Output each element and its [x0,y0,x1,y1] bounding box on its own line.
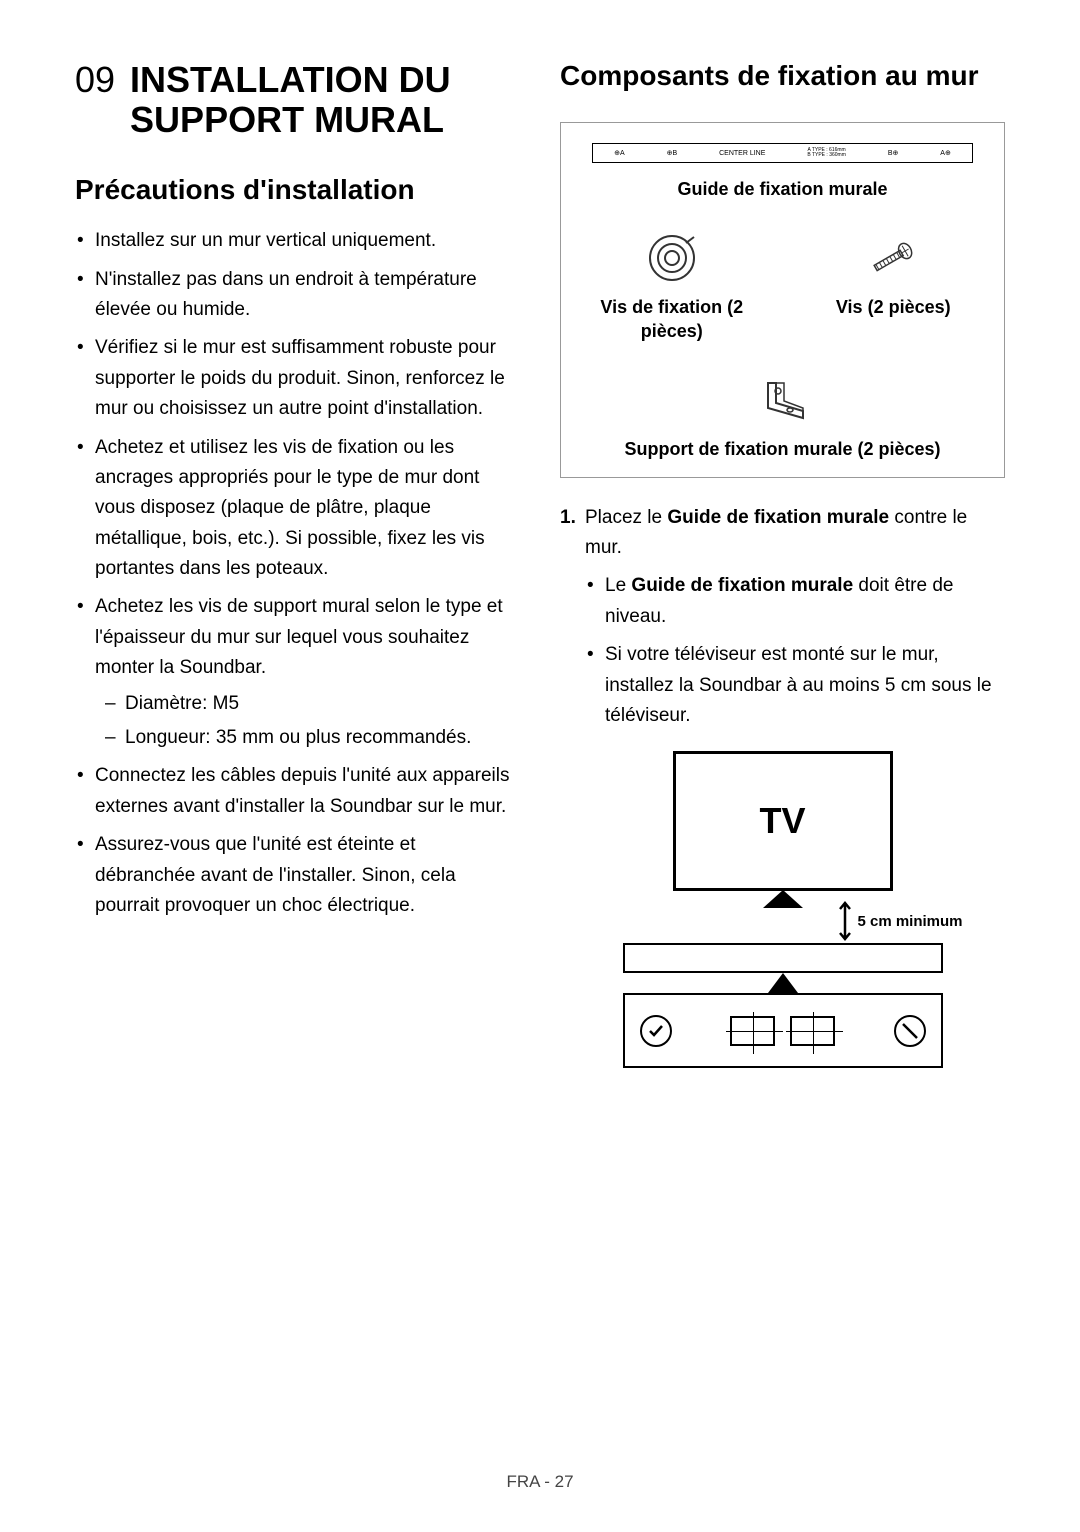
guide-strip-icon: ⊕A ⊕B CENTER LINE A TYPE : 616mmB TYPE :… [592,143,973,163]
page-number: FRA - 27 [0,1472,1080,1492]
soundbar-guide [623,943,943,973]
bracket-icon [730,1016,775,1046]
sub-bullet: Le Guide de fixation murale doit être de… [605,571,1005,632]
list-item: Vérifiez si le mur est suffisamment robu… [95,333,520,424]
section-heading: INSTALLATION DU SUPPORT MURAL [130,60,520,139]
check-icon [640,1015,672,1047]
sub-list-item: Diamètre: M5 [125,689,520,719]
section-title: 09 INSTALLATION DU SUPPORT MURAL [75,60,520,139]
tv-diagram: TV 5 cm minimum [623,751,943,1068]
bracket-icon [748,373,818,428]
section-number: 09 [75,60,115,100]
list-item: Assurez-vous que l'unité est éteinte et … [95,830,520,921]
step-item: 1. Placez le Guide de fixation murale co… [585,503,1005,732]
bracket-label: Support de fixation murale (2 pièces) [624,438,940,461]
screw-holder-label: Vis de fixation (2 pièces) [571,296,773,343]
list-item: N'installez pas dans un endroit à tempér… [95,265,520,326]
soundbar-arrow-icon [768,973,798,993]
screw-icon [863,231,923,286]
list-item: Connectez les câbles depuis l'unité aux … [95,761,520,822]
spacing-label: 5 cm minimum [838,901,962,941]
steps-list: 1. Placez le Guide de fixation murale co… [560,503,1005,732]
components-heading: Composants de fixation au mur [560,60,1005,92]
guide-label: Guide de fixation murale [677,178,887,201]
precautions-heading: Précautions d'installation [75,174,520,206]
bracket-icon [790,1016,835,1046]
list-item: Achetez les vis de support mural selon l… [95,592,520,753]
no-icon [894,1015,926,1047]
tv-stand-icon [763,890,803,908]
tv-box: TV [673,751,893,891]
screw-holder-icon [642,231,702,286]
sub-list-item: Longueur: 35 mm ou plus recommandés. [125,723,520,753]
screw-label: Vis (2 pièces) [836,296,951,319]
list-item: Achetez et utilisez les vis de fixation … [95,433,520,585]
sub-bullet: Si votre téléviseur est monté sur le mur… [605,640,1005,731]
components-table: ⊕A ⊕B CENTER LINE A TYPE : 616mmB TYPE :… [560,122,1005,478]
list-item: Installez sur un mur vertical uniquement… [95,226,520,256]
precautions-list: Installez sur un mur vertical uniquement… [75,226,520,921]
soundbar-body [623,993,943,1068]
arrow-icon [838,901,852,941]
